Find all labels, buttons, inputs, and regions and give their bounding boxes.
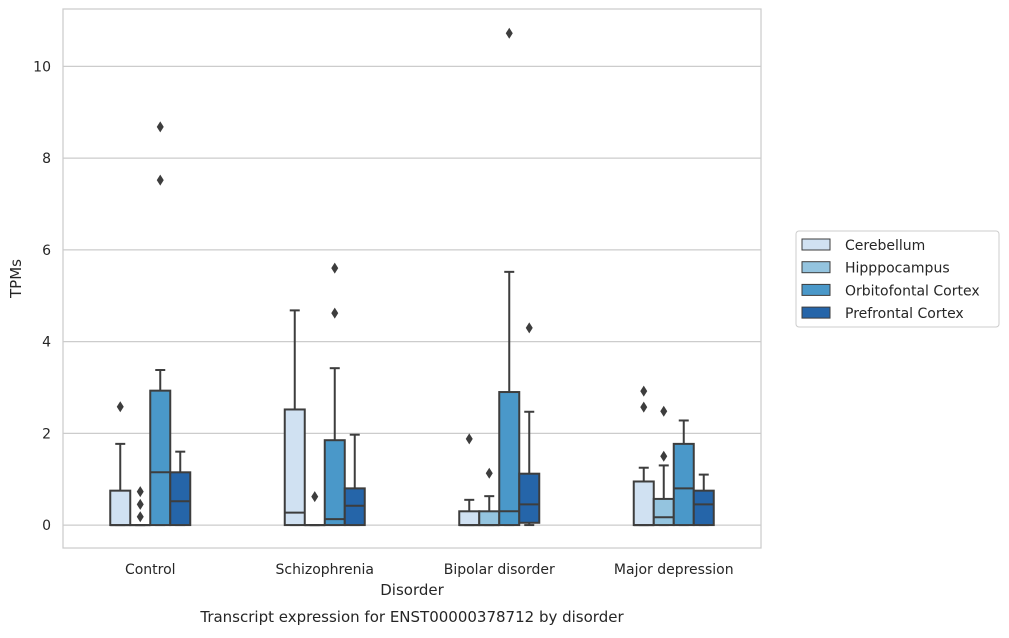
iqr-box bbox=[499, 392, 519, 525]
box-1-1 bbox=[305, 491, 325, 525]
legend: Cerebellum Hipppocampus Orbitofontal Corte… bbox=[796, 231, 999, 327]
outlier-point bbox=[117, 401, 124, 412]
box-2-3 bbox=[674, 420, 694, 525]
iqr-box bbox=[519, 474, 539, 523]
chart-caption: Transcript expression for ENST0000037871… bbox=[199, 608, 624, 626]
x-tick-label: Control bbox=[125, 562, 176, 578]
box-2-0 bbox=[150, 121, 170, 525]
x-tick-label: Bipolar disorder bbox=[444, 562, 555, 578]
box-1-2 bbox=[479, 468, 499, 525]
iqr-box bbox=[285, 409, 305, 525]
iqr-box bbox=[674, 444, 694, 525]
x-axis-label: Disorder bbox=[380, 581, 444, 599]
box-2-2 bbox=[499, 28, 519, 525]
box-0-2 bbox=[459, 433, 479, 525]
box-series bbox=[110, 28, 714, 525]
outlier-point bbox=[137, 511, 144, 522]
legend-swatch bbox=[802, 284, 830, 295]
outlier-point bbox=[640, 386, 647, 397]
box-2-1 bbox=[325, 263, 345, 525]
legend-swatch bbox=[802, 307, 830, 318]
x-tick-label: Schizophrenia bbox=[276, 562, 374, 578]
box-3-1 bbox=[345, 435, 365, 525]
x-tick-labels: Control Schizophrenia Bipolar disorder Majo… bbox=[125, 562, 734, 578]
y-tick-label: 4 bbox=[42, 335, 51, 351]
legend-swatch bbox=[802, 239, 830, 250]
box-0-0 bbox=[110, 401, 130, 525]
iqr-box bbox=[110, 491, 130, 525]
outlier-point bbox=[137, 499, 144, 510]
y-tick-label: 2 bbox=[42, 426, 51, 442]
outlier-point bbox=[660, 451, 667, 462]
outlier-point bbox=[640, 402, 647, 413]
iqr-box bbox=[694, 491, 714, 525]
x-tick-label: Major depression bbox=[614, 562, 734, 578]
box-3-2 bbox=[519, 322, 539, 525]
outlier-point bbox=[157, 175, 164, 186]
box-1-0 bbox=[130, 486, 150, 525]
iqr-box bbox=[325, 440, 345, 525]
outlier-point bbox=[331, 308, 338, 319]
legend-label: Hipppocampus bbox=[845, 261, 950, 277]
outlier-point bbox=[466, 433, 473, 444]
iqr-box bbox=[150, 391, 170, 525]
outlier-point bbox=[506, 28, 513, 39]
outlier-point bbox=[331, 263, 338, 274]
y-axis-label: TPMs bbox=[7, 259, 25, 299]
y-tick-label: 0 bbox=[42, 518, 51, 534]
iqr-box bbox=[459, 511, 479, 525]
legend-swatch bbox=[802, 262, 830, 273]
outlier-point bbox=[486, 468, 493, 479]
outlier-point bbox=[526, 322, 533, 333]
box-3-0 bbox=[170, 452, 190, 525]
iqr-box bbox=[170, 472, 190, 525]
legend-label: Orbitofontal Cortex bbox=[845, 283, 980, 299]
box-3-3 bbox=[694, 475, 714, 525]
iqr-box bbox=[654, 499, 674, 525]
legend-label: Cerebellum bbox=[845, 238, 925, 254]
y-tick-label: 8 bbox=[42, 151, 51, 167]
y-tick-labels: 0 2 4 6 8 10 bbox=[33, 59, 51, 534]
box-0-1 bbox=[285, 310, 305, 525]
outlier-point bbox=[660, 406, 667, 417]
outlier-point bbox=[311, 491, 318, 502]
box-0-3 bbox=[634, 386, 654, 525]
y-tick-label: 6 bbox=[42, 243, 51, 259]
y-tick-label: 10 bbox=[33, 59, 51, 75]
outlier-point bbox=[157, 121, 164, 132]
iqr-box bbox=[634, 481, 654, 525]
outlier-point bbox=[137, 486, 144, 497]
legend-label: Prefrontal Cortex bbox=[845, 306, 964, 322]
box-1-3 bbox=[654, 406, 674, 525]
iqr-box bbox=[479, 511, 499, 525]
